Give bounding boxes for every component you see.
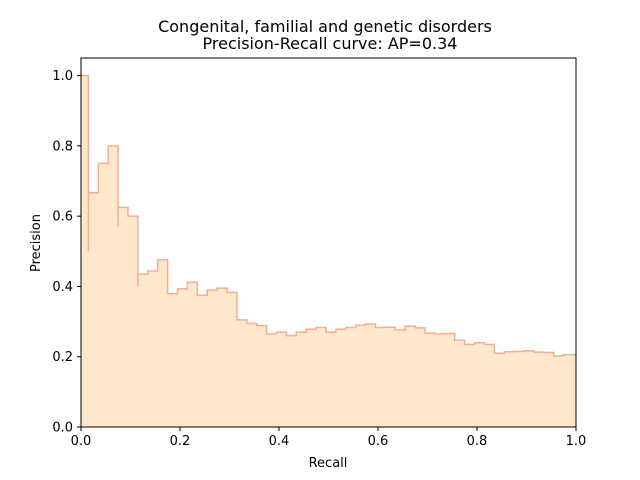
y-axis-ticks: 0.0 0.2 0.4 0.6 0.8 1.0 xyxy=(52,69,81,436)
y-tick-label: 0.6 xyxy=(52,210,73,225)
x-tick-label: 0.4 xyxy=(269,434,290,449)
plot-area xyxy=(80,57,577,428)
y-tick-label: 0.8 xyxy=(52,139,73,154)
x-tick-label: 0.6 xyxy=(368,434,389,449)
precision-area-fill xyxy=(81,75,576,428)
x-axis-label: Recall xyxy=(309,456,348,471)
axes-frame xyxy=(80,57,577,428)
chart-title-line1: Congenital, familial and genetic disorde… xyxy=(158,17,492,36)
y-tick-label: 0.4 xyxy=(52,280,73,295)
y-axis-label: Precision xyxy=(29,214,44,272)
y-tick-label: 0.2 xyxy=(52,350,73,365)
x-tick-label: 0.8 xyxy=(467,434,488,449)
x-axis-ticks: 0.0 0.2 0.4 0.6 0.8 1.0 xyxy=(71,427,587,449)
chart-title-line2: Precision-Recall curve: AP=0.34 xyxy=(203,34,458,53)
x-tick-label: 1.0 xyxy=(566,434,587,449)
x-tick-label: 0.0 xyxy=(71,434,92,449)
y-tick-label: 1.0 xyxy=(52,69,73,84)
precision-step-line xyxy=(81,74,576,357)
y-tick-label: 0.0 xyxy=(52,421,73,436)
x-tick-label: 0.2 xyxy=(170,434,191,449)
